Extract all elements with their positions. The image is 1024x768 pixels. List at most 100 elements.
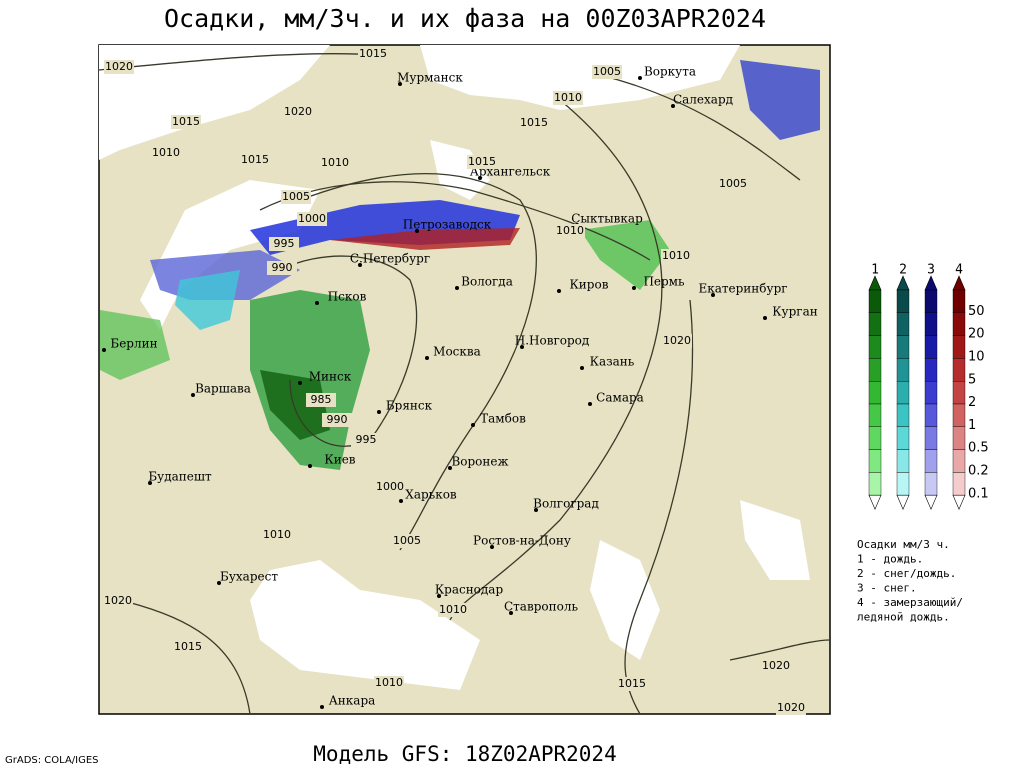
isobar-label: 1000 [298, 212, 326, 225]
snow-area [740, 60, 820, 140]
city-dot [217, 581, 221, 585]
isobar-label-bg [553, 91, 583, 105]
city-dot [377, 410, 381, 414]
legend-swatch [896, 381, 910, 405]
city-dot [448, 466, 452, 470]
city-label: Брянск [386, 399, 433, 413]
rain-area [260, 370, 330, 440]
city-dot [320, 705, 324, 709]
sea [99, 45, 330, 160]
city-label: Пермь [643, 275, 685, 289]
isobar-label: 1015 [241, 153, 269, 166]
legend-scale-label: 1 [968, 418, 976, 433]
city-dot [399, 499, 403, 503]
legend-swatch [924, 403, 938, 427]
city-dot [415, 229, 419, 233]
legend-arrow-bottom [924, 494, 938, 510]
isobar-label-bg [173, 640, 203, 654]
sea [590, 540, 660, 660]
legend-phase: 1 [871, 263, 879, 278]
sea [740, 500, 810, 580]
isobar-label-bg [661, 249, 691, 263]
city-dot [191, 393, 195, 397]
isobar-label-bg [262, 528, 292, 542]
legend-swatch [868, 358, 882, 382]
city-dot [148, 481, 152, 485]
city-label: Салехард [673, 93, 733, 107]
isobar-label-bg [555, 224, 585, 238]
city-label: Киев [324, 453, 355, 467]
isobar-label-bg [320, 156, 350, 170]
isobar-label: 990 [327, 413, 348, 426]
isobar-label: 1005 [282, 190, 310, 203]
sea [420, 45, 740, 110]
legend-swatch [896, 472, 910, 496]
legend-swatch [896, 426, 910, 450]
isobar-label: 1005 [393, 534, 421, 547]
isobar-label: 1015 [172, 115, 200, 128]
isobar-label: 1020 [777, 701, 805, 714]
legend-swatch [868, 472, 882, 496]
isobar-label: 1015 [468, 155, 496, 168]
legend-note: 4 - замерзающий/ [857, 596, 963, 609]
legend-swatch [896, 403, 910, 427]
city-dot [557, 289, 561, 293]
isobar-label-bg [438, 603, 468, 617]
legend-swatch [952, 335, 966, 359]
legend-phase: 3 [927, 263, 935, 278]
legend-swatch [952, 381, 966, 405]
legend-note: 2 - снег/дождь. [857, 567, 956, 580]
isobar-label-bg [467, 155, 497, 169]
legend-swatch [924, 312, 938, 336]
city-dot [580, 366, 584, 370]
isobar-label-bg [269, 237, 299, 251]
legend-swatch [896, 335, 910, 359]
legend-note: Осадки мм/3 ч. [857, 538, 950, 551]
city-label: Москва [433, 345, 481, 359]
isobar-label: 1000 [376, 480, 404, 493]
legend-swatch [868, 449, 882, 473]
isobar-label: 1015 [174, 640, 202, 653]
legend-phase: 2 [899, 263, 907, 278]
isobar [98, 53, 381, 71]
map-labels: Мурманск ВоркутаСалехардАрхангельскСыктыв… [102, 47, 818, 715]
city-label: Бухарест [220, 570, 278, 584]
isobar-label: 1010 [556, 224, 584, 237]
isobar [729, 639, 831, 661]
city-label: Тамбов [480, 412, 526, 426]
city-label: Воронеж [451, 455, 508, 469]
city-label: С.Петербург [350, 252, 430, 266]
city-dot [398, 82, 402, 86]
city-dot [534, 508, 538, 512]
isobar-label: 1015 [359, 47, 387, 60]
model-caption: Модель GFS: 18Z02APR2024 [313, 742, 616, 766]
city-label: Петрозаводск [403, 218, 492, 232]
isobar-label-bg [103, 594, 133, 608]
city-dot [358, 263, 362, 267]
legend-swatch [896, 358, 910, 382]
isobar-label: 985 [311, 393, 332, 406]
legend-scale-label: 0.2 [968, 464, 989, 479]
isobar-label-bg [374, 676, 404, 690]
isobar-label: 1020 [105, 60, 133, 73]
isobar-label: 1020 [104, 594, 132, 607]
map [98, 44, 831, 715]
city-dot [315, 301, 319, 305]
legend-scale-label: 10 [968, 350, 985, 365]
legend-arrow-bottom [896, 494, 910, 510]
isobar-label-bg [351, 433, 381, 447]
city-dot [471, 423, 475, 427]
isobar-label: 995 [356, 433, 377, 446]
legend-swatch [924, 381, 938, 405]
city-label: Екатеринбург [698, 282, 787, 296]
legend-arrow-top [924, 275, 938, 291]
isobar-label: 1010 [152, 146, 180, 159]
city-dot [308, 464, 312, 468]
isobar-label: 1015 [618, 677, 646, 690]
legend-arrow-bottom [952, 494, 966, 510]
isobar [449, 99, 663, 621]
city-label: Курган [772, 305, 817, 319]
isobar-label: 1020 [284, 105, 312, 118]
city-label: Ставрополь [504, 600, 578, 614]
